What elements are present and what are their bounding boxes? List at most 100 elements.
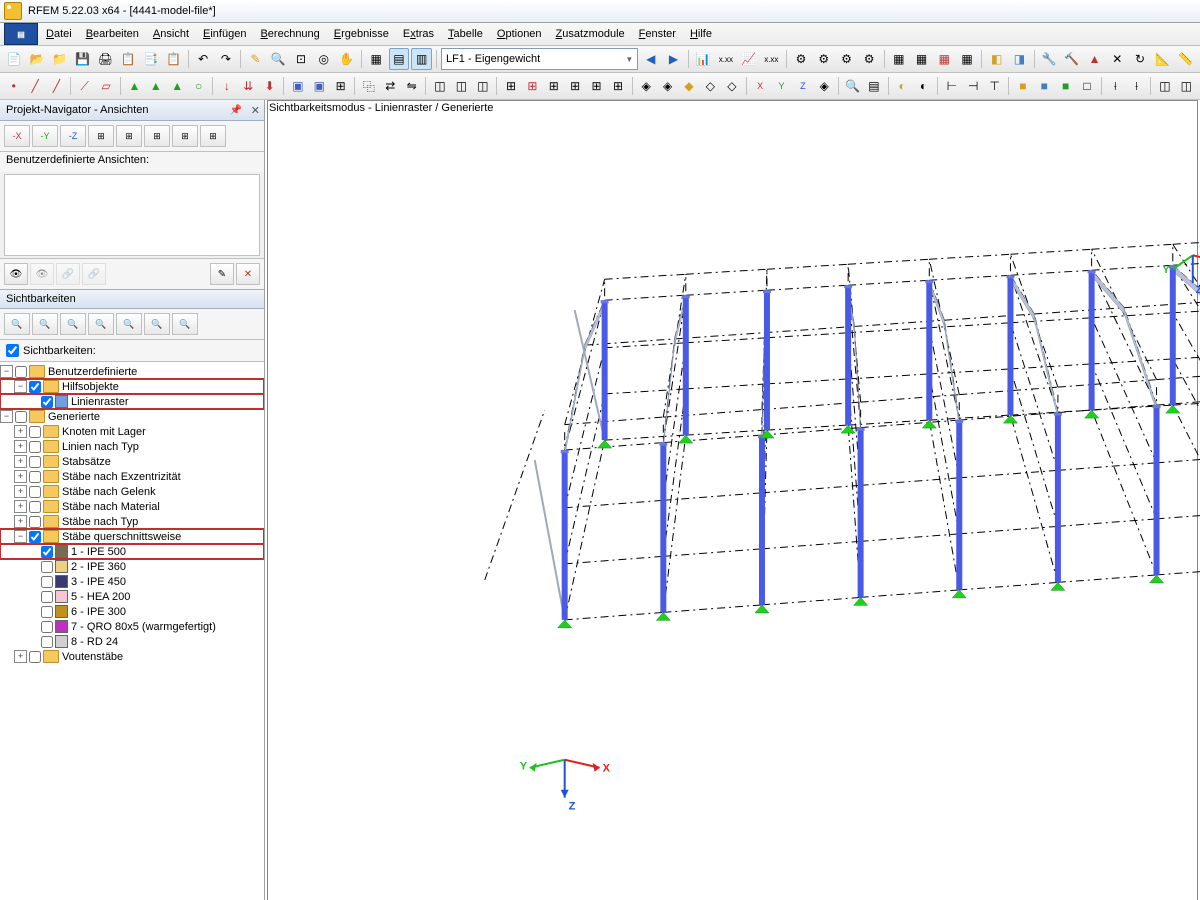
grid-btn-1[interactable]: ▦ — [888, 48, 909, 70]
tree-row[interactable]: 5 - HEA 200 — [0, 589, 264, 604]
misc-btn-2[interactable]: ⟊ — [1127, 75, 1146, 97]
tree-checkbox[interactable] — [29, 651, 41, 663]
tree-checkbox[interactable] — [29, 441, 41, 453]
support-btn-2[interactable]: ▲ — [146, 75, 165, 97]
cad-btn-2[interactable]: ◫ — [452, 75, 471, 97]
view-tab-x[interactable]: -X — [4, 125, 30, 147]
tool-btn-6[interactable]: 📐 — [1152, 48, 1173, 70]
visibilities-checkbox[interactable] — [6, 344, 19, 357]
solid-btn-3[interactable]: ■ — [1056, 75, 1075, 97]
edit-btn-1[interactable]: ▣ — [288, 75, 307, 97]
tree-checkbox[interactable] — [29, 456, 41, 468]
iso-btn-3[interactable]: ◆ — [679, 75, 698, 97]
tree-row[interactable]: +Stabsätze — [0, 454, 264, 469]
view-tab-7[interactable]: ⊞ — [172, 125, 198, 147]
zoom-all-btn[interactable]: ⊡ — [291, 48, 312, 70]
menu-ansicht[interactable]: Ansicht — [147, 26, 195, 42]
view-btn-2[interactable]: ▤ — [389, 48, 410, 70]
calc-btn-1[interactable]: ⚙ — [791, 48, 812, 70]
end-btn-1[interactable]: ◫ — [1155, 75, 1174, 97]
support-btn-1[interactable]: ▲ — [125, 75, 144, 97]
view-btn-3[interactable]: ▥ — [411, 48, 432, 70]
grid-btn-4[interactable]: ▦ — [957, 48, 978, 70]
result-btn-4[interactable]: x.xx — [761, 48, 782, 70]
view-btn-1[interactable]: ▦ — [366, 48, 387, 70]
solid-btn-2[interactable]: ■ — [1035, 75, 1054, 97]
uv-btn-delete[interactable]: ✕ — [236, 263, 260, 285]
close-icon[interactable]: ✕ — [251, 104, 260, 117]
cad-btn-3[interactable]: ◫ — [473, 75, 492, 97]
axis-btn-iso[interactable]: ◈ — [815, 75, 834, 97]
grid2-btn-5[interactable]: ⊞ — [587, 75, 606, 97]
menu-einfuegen[interactable]: Einfügen — [197, 26, 252, 42]
view-tab-8[interactable]: ⊞ — [200, 125, 226, 147]
menu-extras[interactable]: Extras — [397, 26, 440, 42]
tool-btn-2[interactable]: 🔨 — [1062, 48, 1083, 70]
tree-checkbox[interactable] — [29, 426, 41, 438]
tree-row[interactable]: 3 - IPE 450 — [0, 574, 264, 589]
solid-btn-1[interactable]: ■ — [1013, 75, 1032, 97]
axis-btn-z[interactable]: Z — [793, 75, 812, 97]
menu-optionen[interactable]: Optionen — [491, 26, 548, 42]
iso-btn-4[interactable]: ◇ — [701, 75, 720, 97]
result-btn-1[interactable]: 📊 — [693, 48, 714, 70]
tree-checkbox[interactable] — [41, 621, 53, 633]
zoom-window-btn[interactable]: 🔍 — [268, 48, 289, 70]
tree-row[interactable]: 1 - IPE 500 — [0, 544, 264, 559]
uv-btn-2[interactable]: 👁 — [30, 263, 54, 285]
render-btn-2[interactable]: ◨ — [1009, 48, 1030, 70]
expand-icon[interactable]: + — [14, 455, 27, 468]
tree-checkbox[interactable] — [29, 486, 41, 498]
tree-checkbox[interactable] — [41, 636, 53, 648]
tree-row[interactable]: −Hilfsobjekte — [0, 379, 264, 394]
solid-btn-4[interactable]: □ — [1077, 75, 1096, 97]
render2-btn-1[interactable]: ◐ — [892, 75, 911, 97]
tree-row[interactable]: −Stäbe querschnittsweise — [0, 529, 264, 544]
filter-btn-2[interactable]: ▤ — [864, 75, 883, 97]
paste-btn[interactable]: 📋 — [163, 48, 184, 70]
vis-tab-3[interactable]: 🔍 — [60, 313, 86, 335]
expand-icon[interactable]: + — [14, 470, 27, 483]
view-tab-6[interactable]: ⊞ — [144, 125, 170, 147]
model-viewport[interactable]: Sichtbarkeitsmodus - Linienraster / Gene… — [265, 100, 1200, 900]
section-btn-3[interactable]: ⊤ — [985, 75, 1004, 97]
print-btn[interactable]: 🖨 — [95, 48, 116, 70]
save-btn[interactable]: 💾 — [72, 48, 93, 70]
grid2-btn-1[interactable]: ⊞ — [501, 75, 520, 97]
vis-tab-5[interactable]: 🔍 — [116, 313, 142, 335]
node-btn[interactable]: • — [4, 75, 23, 97]
expand-icon[interactable]: + — [14, 500, 27, 513]
new-file-btn[interactable]: 📄 — [4, 48, 25, 70]
view-tab-4[interactable]: ⊞ — [88, 125, 114, 147]
tree-row[interactable]: 7 - QRO 80x5 (warmgefertigt) — [0, 619, 264, 634]
mirror-tool-btn[interactable]: ⇋ — [402, 75, 421, 97]
uv-btn-edit[interactable]: ✎ — [210, 263, 234, 285]
vis-tab-7[interactable]: 🔍 — [172, 313, 198, 335]
menu-bearbeiten[interactable]: Bearbeiten — [80, 26, 145, 42]
tool-btn-3[interactable]: ▲ — [1084, 48, 1105, 70]
select-btn[interactable]: ✎ — [245, 48, 266, 70]
grid2-btn-4[interactable]: ⊞ — [566, 75, 585, 97]
tree-checkbox[interactable] — [15, 366, 27, 378]
menu-datei[interactable]: Datei — [40, 26, 78, 42]
tree-checkbox[interactable] — [29, 516, 41, 528]
tree-row[interactable]: +Linien nach Typ — [0, 439, 264, 454]
cad-btn-1[interactable]: ◫ — [430, 75, 449, 97]
tree-row[interactable]: 2 - IPE 360 — [0, 559, 264, 574]
tree-row[interactable]: 6 - IPE 300 — [0, 604, 264, 619]
visibility-tree[interactable]: −Benutzerdefinierte−HilfsobjekteLinienra… — [0, 361, 264, 900]
tool-btn-7[interactable]: 📏 — [1175, 48, 1196, 70]
menu-zusatzmodule[interactable]: Zusatzmodule — [550, 26, 631, 42]
tree-row[interactable]: −Benutzerdefinierte — [0, 364, 264, 379]
tree-row[interactable]: +Stäbe nach Typ — [0, 514, 264, 529]
load-btn-3[interactable]: ⬇ — [260, 75, 279, 97]
expand-icon[interactable]: + — [14, 485, 27, 498]
support-btn-3[interactable]: ▲ — [167, 75, 186, 97]
expand-icon[interactable]: + — [14, 650, 27, 663]
pin-icon[interactable]: 📌 — [230, 105, 242, 116]
view-tab-5[interactable]: ⊞ — [116, 125, 142, 147]
grid2-btn-2[interactable]: ⊞ — [523, 75, 542, 97]
loadcase-select[interactable]: LF1 - Eigengewicht ▼ — [441, 48, 638, 70]
expand-icon[interactable]: + — [14, 440, 27, 453]
tree-checkbox[interactable] — [29, 471, 41, 483]
